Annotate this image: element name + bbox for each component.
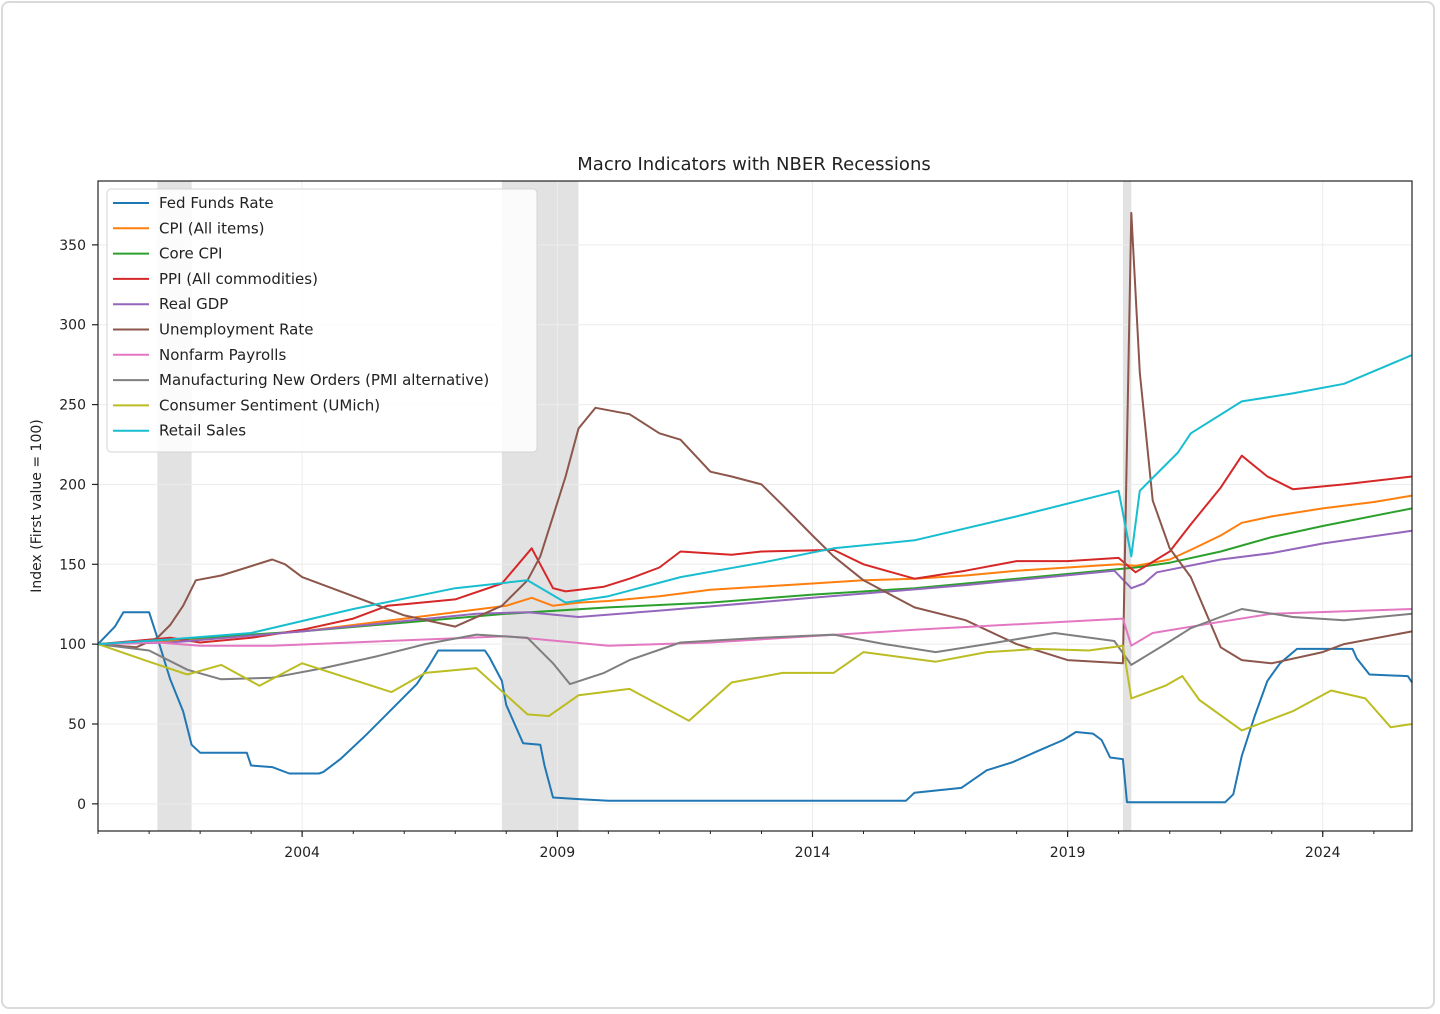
x-tick-label: 2019	[1050, 845, 1086, 861]
y-tick-label: 50	[68, 717, 86, 733]
x-tick-label: 2014	[795, 845, 831, 861]
y-tick-label: 350	[59, 238, 86, 254]
x-tick-label: 2024	[1305, 845, 1341, 861]
legend-entry: Unemployment Rate	[159, 321, 313, 339]
y-tick-label: 200	[59, 477, 86, 493]
series-line-10	[97, 354, 1413, 646]
chart-title: Macro Indicators with NBER Recessions	[577, 154, 930, 175]
legend-entry: Core CPI	[159, 245, 222, 263]
legend-entry: Real GDP	[159, 295, 228, 313]
series-line-5	[97, 529, 1413, 646]
recession-band-3	[1122, 181, 1132, 831]
y-axis-title: Index (First value = 100)	[29, 419, 45, 592]
y-tick-label: 0	[77, 797, 86, 813]
y-tick-label: 300	[59, 318, 86, 334]
series-line-8	[97, 608, 1413, 686]
x-tick-label: 2004	[284, 845, 320, 861]
legend-entry: CPI (All items)	[159, 219, 264, 237]
legend-entry: PPI (All commodities)	[159, 270, 318, 288]
y-tick-label: 150	[59, 557, 86, 573]
legend-entry: Consumer Sentiment (UMich)	[159, 396, 380, 414]
legend-entry: Manufacturing New Orders (PMI alternativ…	[159, 371, 489, 389]
plot-area-border	[97, 180, 1413, 832]
y-tick-label: 100	[59, 637, 86, 653]
series-line-3	[97, 507, 1413, 646]
legend-entry: Nonfarm Payrolls	[159, 346, 286, 364]
series-lines	[97, 211, 1413, 804]
legend-box	[106, 188, 538, 453]
legend-entry: Retail Sales	[159, 422, 246, 440]
series-line-6	[97, 211, 1413, 665]
y-tick-label: 250	[59, 398, 86, 414]
x-tick-label: 2009	[540, 845, 576, 861]
series-line-4	[97, 454, 1413, 646]
series-line-7	[97, 608, 1413, 647]
legend-entry: Fed Funds Rate	[159, 194, 274, 212]
axis-ticks: 2004 2009 2014 2019 2024 0 50 100 150 200 250 300 35…	[59, 238, 1375, 861]
legend: Fed Funds Rate CPI (All items) Core CPI PPI…	[106, 188, 538, 453]
series-line-1	[97, 611, 1413, 804]
series-line-9	[97, 643, 1413, 732]
